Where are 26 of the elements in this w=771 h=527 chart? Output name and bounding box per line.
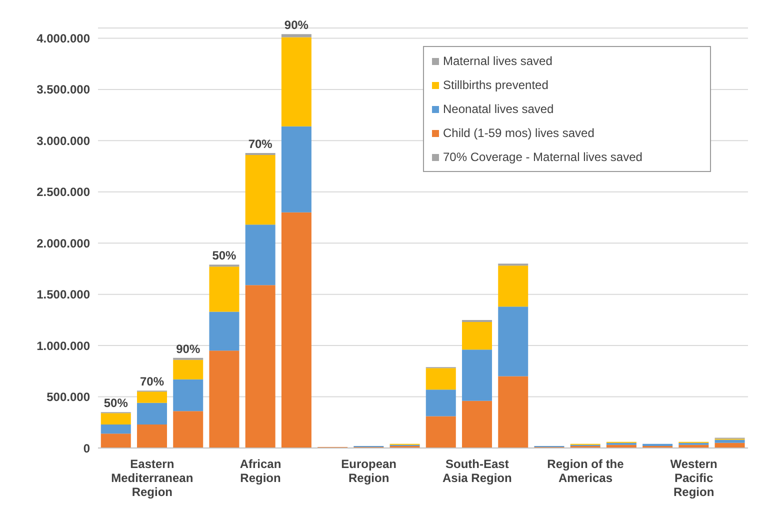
x-tick-label: Western Pacific Region: [670, 457, 718, 499]
y-tick-label: 500.000: [46, 390, 90, 404]
legend-label: Child (1-59 mos) lives saved: [443, 125, 594, 142]
y-tick-label: 4.000.000: [36, 32, 90, 46]
legend-label: 70% Coverage - Maternal lives saved: [443, 149, 642, 166]
legend-label: Neonatal lives saved: [443, 101, 554, 118]
annotation: 70%: [140, 374, 164, 389]
annotation: 90%: [176, 342, 200, 356]
x-tick-label: South-East Asia Region: [442, 457, 512, 485]
y-tick-label: 2.000.000: [36, 236, 90, 250]
x-tick-label: Eastern Mediterranean Region: [111, 457, 194, 499]
x-tick-label: European Region: [341, 457, 397, 485]
y-tick-label: 1.000.000: [36, 338, 90, 353]
annotation: 50%: [212, 248, 237, 263]
annotation: 70%: [248, 136, 273, 151]
y-tick-label: 3.500.000: [36, 82, 90, 97]
y-tick-label: 2.500.000: [36, 185, 90, 200]
annotation: 90%: [284, 18, 309, 32]
x-tick-label: African Region: [240, 457, 282, 485]
legend-label: Stillbirths prevented: [443, 77, 548, 94]
legend-label: Maternal lives saved: [443, 53, 552, 70]
x-tick-label: Region of the Americas: [547, 457, 624, 485]
y-tick-label: 3.000.000: [36, 134, 90, 148]
y-tick-label: 0: [83, 441, 90, 456]
annotation: 50%: [104, 396, 128, 410]
y-tick-label: 1.500.000: [36, 288, 90, 302]
